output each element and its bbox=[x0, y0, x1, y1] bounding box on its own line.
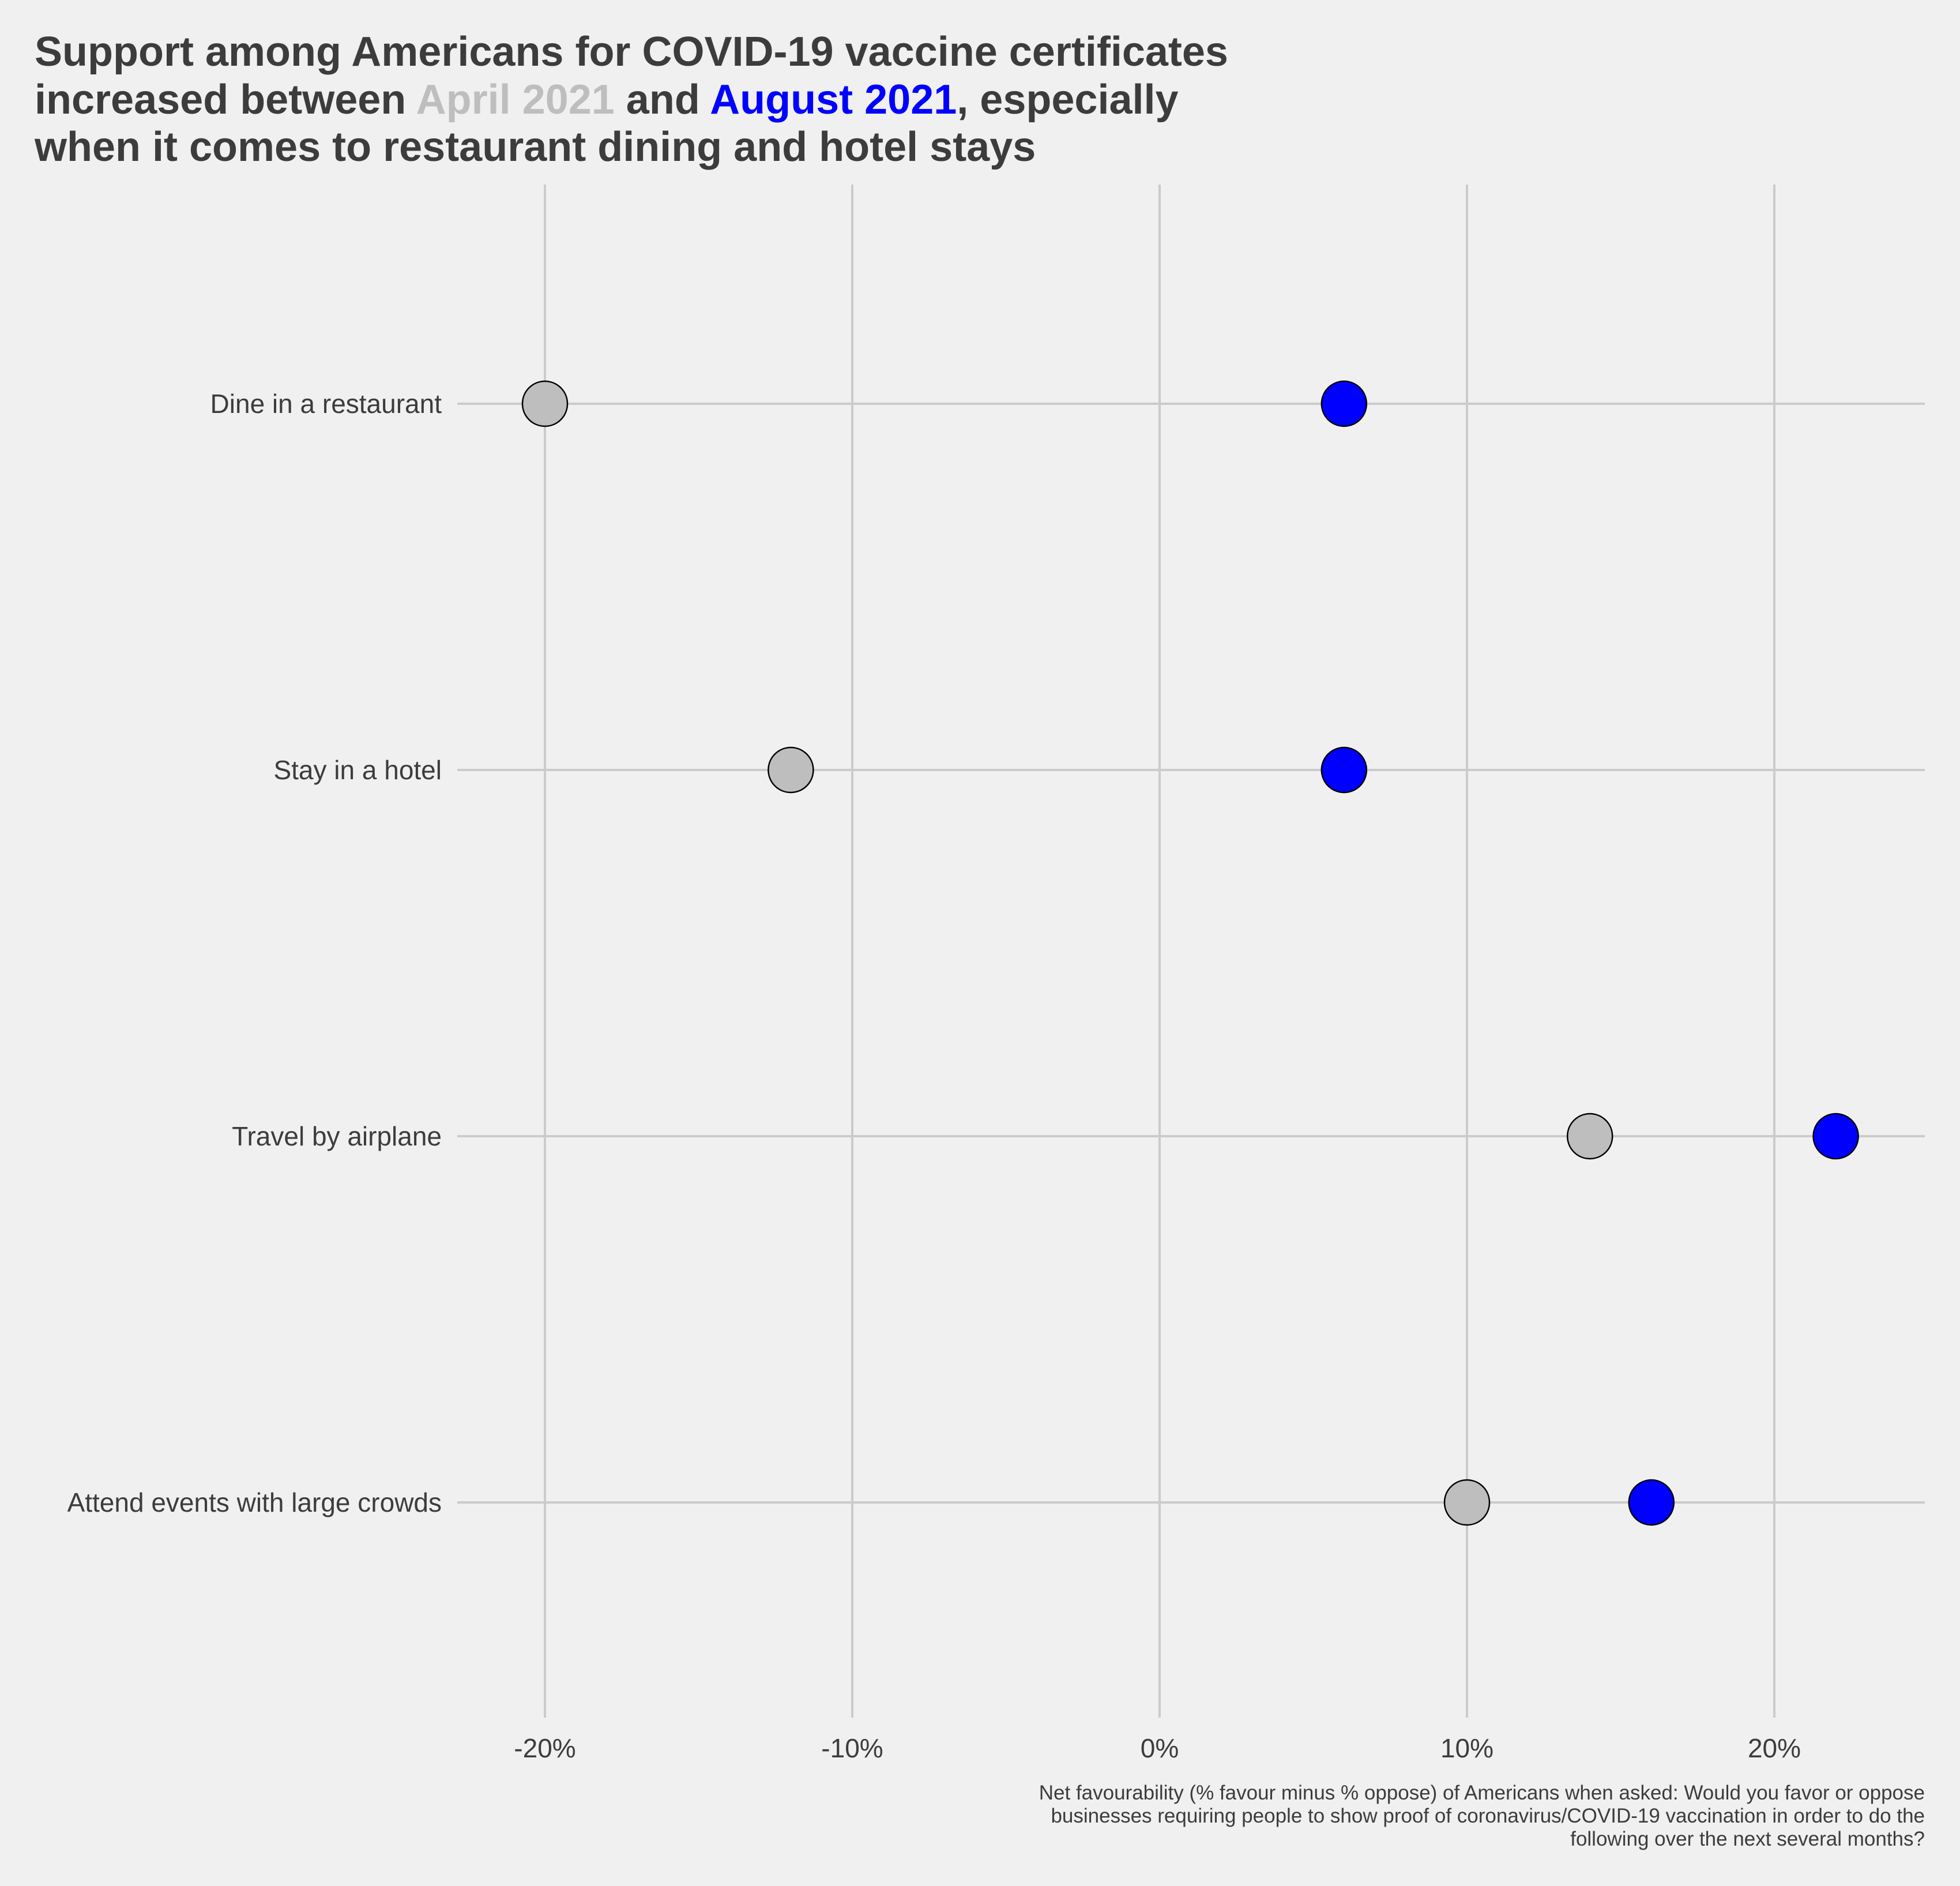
august-2021-point bbox=[1321, 380, 1368, 427]
category-label: Stay in a hotel bbox=[273, 755, 442, 785]
chart-caption: Net favourability (% favour minus % oppo… bbox=[1039, 1782, 1925, 1850]
grid-layer bbox=[457, 185, 1925, 1718]
april-2021-point bbox=[1566, 1113, 1613, 1160]
x-axis-tick-labels: -20% -10% 0% 10% 20% bbox=[514, 1733, 1801, 1763]
august-2021-point bbox=[1628, 1479, 1675, 1526]
x-tick-label: 0% bbox=[1141, 1733, 1179, 1763]
title-august-2021-highlight: August 2021 bbox=[710, 77, 957, 123]
x-tick-label: 20% bbox=[1748, 1733, 1801, 1763]
x-tick-label: -20% bbox=[514, 1733, 575, 1763]
category-label: Dine in a restaurant bbox=[210, 389, 442, 419]
category-label: Attend events with large crowds bbox=[67, 1487, 442, 1517]
august-2021-point bbox=[1321, 746, 1368, 794]
x-tick-label: -10% bbox=[821, 1733, 883, 1763]
april-2021-point bbox=[768, 746, 814, 794]
title-line-2-middle: and bbox=[615, 77, 710, 123]
category-labels: Dine in a restaurant Stay in a hotel Trave… bbox=[67, 389, 442, 1517]
category-label: Travel by airplane bbox=[232, 1121, 442, 1151]
chart-title: Support among Americans for COVID-19 vac… bbox=[34, 29, 1228, 170]
title-line-2: increased between April 2021 and August … bbox=[35, 77, 1179, 123]
title-line-3: when it comes to restaurant dining and h… bbox=[34, 124, 1036, 170]
caption-line-1: Net favourability (% favour minus % oppo… bbox=[1039, 1782, 1925, 1804]
marks-layer bbox=[521, 380, 1859, 1526]
august-2021-point bbox=[1812, 1113, 1859, 1160]
caption-line-3: following over the next several months? bbox=[1570, 1828, 1925, 1850]
april-2021-point bbox=[1443, 1479, 1491, 1526]
title-line-2-end: , especially bbox=[957, 77, 1178, 123]
april-2021-point bbox=[521, 380, 569, 427]
title-line-2-start: increased between bbox=[35, 77, 416, 123]
title-line-1: Support among Americans for COVID-19 vac… bbox=[35, 29, 1228, 75]
x-tick-label: 10% bbox=[1440, 1733, 1493, 1763]
title-april-2021-highlight: April 2021 bbox=[416, 77, 615, 123]
caption-line-2: businesses requiring people to show proo… bbox=[1051, 1805, 1925, 1827]
